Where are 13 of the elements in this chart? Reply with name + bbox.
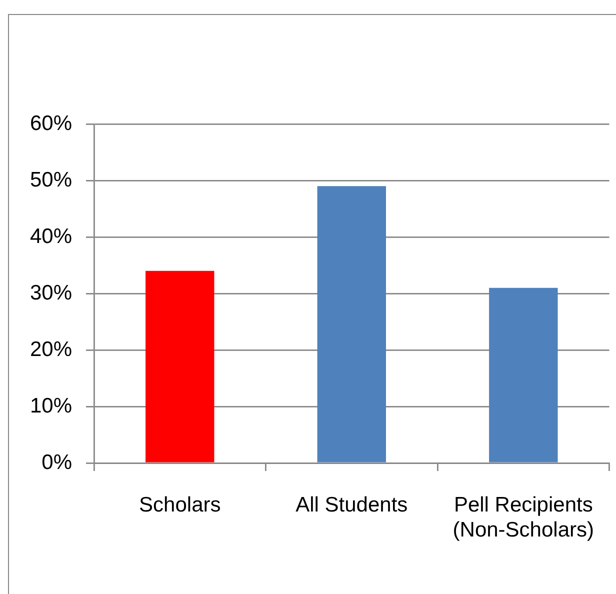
x-tick-label: Scholars: [139, 493, 221, 516]
x-tick-label: Pell Recipients (Non-Scholars): [452, 493, 594, 542]
bar: [317, 186, 386, 462]
bar: [146, 270, 214, 462]
y-tick-label: 10%: [30, 394, 72, 418]
y-tick-label: 20%: [30, 338, 72, 361]
x-tick-label: All Students: [296, 493, 408, 516]
y-tick-label: 30%: [30, 281, 72, 304]
y-tick-label: 0%: [42, 450, 72, 474]
y-tick-label: 60%: [30, 112, 72, 135]
y-tick-label: 40%: [30, 224, 72, 248]
bar: [489, 288, 558, 462]
y-tick-label: 50%: [30, 168, 72, 192]
